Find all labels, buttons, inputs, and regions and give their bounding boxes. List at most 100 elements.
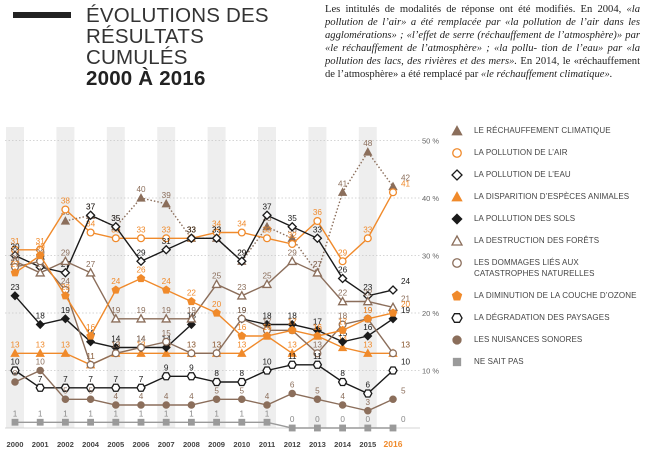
data-label: 42 — [401, 174, 411, 183]
data-point — [161, 198, 171, 208]
data-point — [162, 418, 170, 426]
data-point — [363, 314, 373, 323]
data-point — [161, 348, 171, 357]
data-label: 13 — [187, 340, 197, 349]
data-label: 37 — [262, 202, 272, 211]
data-point — [237, 228, 246, 237]
circle-icon — [452, 258, 462, 268]
circle-icon — [452, 148, 462, 158]
series-10: 8 10 5 5 4 4 4 4 5 5 4 6 5 4 3 5 — [11, 358, 406, 415]
data-label: 17 — [288, 317, 298, 326]
data-label: 17 — [338, 317, 348, 326]
data-point — [287, 360, 297, 369]
note-line-2: «la pollution de l’air» a été remplacée … — [325, 4, 640, 28]
data-label: 18 — [36, 312, 46, 321]
data-point — [262, 221, 272, 231]
data-point — [237, 377, 247, 387]
data-label: 14 — [136, 335, 146, 344]
data-point — [60, 255, 71, 266]
data-label: 29 — [338, 248, 348, 257]
data-label: 0 — [366, 415, 371, 424]
data-point — [187, 297, 196, 306]
series-line — [14, 260, 394, 366]
note-line-6: En 2014, le «réchauffement de l’atmosphè… — [325, 56, 641, 80]
data-point — [236, 256, 247, 267]
data-point — [238, 418, 246, 426]
x-tick-label: 2011 — [259, 440, 276, 449]
data-point — [136, 256, 146, 267]
data-label: 35 — [111, 214, 121, 223]
data-label: 7 — [38, 375, 43, 384]
data-label: 37 — [86, 202, 96, 211]
x-tick-label: 2012 — [284, 440, 301, 449]
data-point — [313, 349, 322, 358]
data-label: 8 — [214, 369, 219, 378]
data-label: 19 — [401, 306, 411, 315]
data-label: 25 — [212, 271, 222, 280]
data-point — [312, 233, 323, 244]
legend-marker — [452, 357, 462, 367]
data-label: 24 — [401, 277, 411, 286]
legend-item: NE SAIT PAS — [450, 355, 645, 377]
data-label: 4 — [340, 392, 345, 401]
data-point — [313, 216, 322, 226]
data-label: 1 — [88, 409, 93, 418]
legend-label: LA DÉGRADATION DES PAYSAGES — [474, 313, 610, 322]
legend-item: LA DIMINUTION DE LA COUCHE D’OZONE — [450, 289, 645, 311]
data-label: 13 — [61, 340, 71, 349]
data-point — [213, 418, 221, 426]
data-point — [35, 383, 45, 392]
triangle-icon — [450, 234, 464, 246]
line-chart: 10 %20 %30 %40 %50 %2000 2001 2002 2004 2005… — [5, 127, 439, 449]
data-label: 28 — [10, 254, 20, 263]
data-point — [287, 325, 297, 334]
data-point — [136, 348, 146, 357]
legend-label: LA DISPARITION D’ESPÈCES ANIMALES — [474, 192, 630, 201]
y-tick-label: 40 % — [422, 194, 439, 203]
data-point — [187, 349, 196, 358]
data-label: 16 — [86, 323, 96, 332]
data-label: 26 — [338, 266, 348, 275]
data-label: 30 — [36, 243, 46, 252]
legend-item: LES NUISANCES SONORES — [450, 333, 645, 355]
data-label: 15 — [162, 329, 172, 338]
data-point — [161, 244, 172, 255]
data-label: 33 — [363, 225, 373, 234]
data-label: 10 — [262, 358, 272, 367]
title-line-3: 2000 À 2016 — [86, 67, 206, 90]
y-tick-label: 30 % — [422, 252, 439, 261]
data-point — [313, 424, 321, 432]
data-label: 37 — [86, 202, 96, 211]
x-axis: 2000 2001 2002 2004 2005 2006 2007 2008 2009 2010… — [7, 439, 403, 449]
data-label: 4 — [164, 392, 169, 401]
legend-marker — [451, 191, 463, 202]
data-label: 27 — [10, 260, 20, 269]
data-label: 4 — [139, 392, 144, 401]
data-label: 4 — [265, 392, 270, 401]
data-point — [337, 377, 348, 387]
data-label: 1 — [38, 409, 43, 418]
data-label: 13 — [212, 340, 222, 349]
y-tick-label: 50 % — [422, 137, 439, 146]
note-line-3: dans les agglomérations» ; «l’effet de s… — [325, 17, 640, 41]
data-point — [338, 401, 347, 409]
data-point — [136, 383, 146, 392]
data-label: 11 — [313, 352, 322, 361]
data-point — [388, 366, 398, 375]
data-point — [60, 216, 71, 225]
data-point — [36, 418, 44, 426]
data-point — [187, 401, 196, 409]
title-bar-decoration — [13, 12, 71, 18]
data-point — [111, 383, 121, 392]
data-point — [337, 273, 348, 284]
data-label: 16 — [363, 323, 373, 332]
data-point — [362, 296, 373, 306]
year-band — [258, 127, 276, 428]
data-point — [288, 389, 297, 398]
data-label: 16 — [237, 323, 247, 332]
data-point — [60, 383, 71, 392]
circle-icon — [452, 335, 462, 345]
data-point — [261, 278, 273, 289]
data-label: 7 — [114, 375, 119, 384]
